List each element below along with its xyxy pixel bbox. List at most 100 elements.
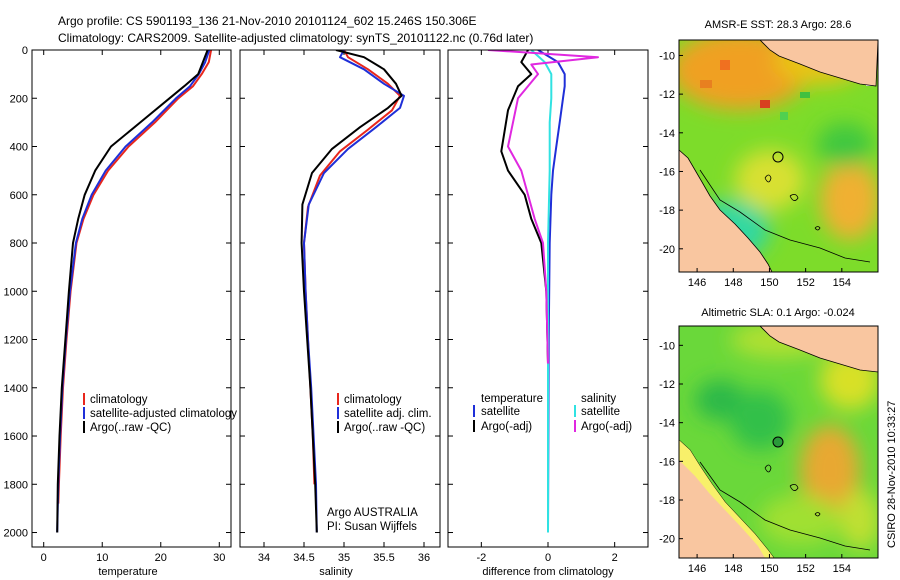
difference-frame: [447, 49, 649, 548]
sal-xtick-label: 36: [418, 552, 430, 564]
difference-panel: -2 0 2 difference from climatology tempera…: [447, 49, 649, 578]
sst-map-panel: AMSR-E SST: 28.3 Argo: 28.6: [659, 19, 879, 289]
difference-legend-temp-satellite: satellite: [481, 406, 520, 418]
temp-ytick-label: 1200: [4, 335, 28, 347]
sst-lon-label: 150: [760, 277, 778, 289]
salinity-panel: 34 34.5 35 35.5 36 salinity climatology sate…: [239, 49, 441, 578]
sst-lon-label: 154: [833, 277, 851, 289]
sst-lat-label: -12: [659, 89, 675, 101]
temp-series-satellite: [56, 50, 211, 533]
temperature-legend-argo: Argo(..raw -QC): [90, 422, 171, 434]
sla-anomaly-blobs: [695, 326, 878, 550]
sla-shelf: [679, 440, 774, 558]
sst-lat-label: -16: [659, 166, 675, 178]
salinity-legend: climatology satellite adj. clim. Argo(..…: [337, 393, 432, 434]
difference-legend-sal-argo: Argo(-adj): [581, 421, 632, 433]
sst-lat-label: -20: [659, 244, 675, 256]
sla-argo-marker: [772, 436, 784, 448]
temperature-series: [56, 50, 213, 533]
sla-map-field: [679, 326, 878, 558]
temp-ytick-label: 400: [10, 142, 28, 154]
figure-title-line1: Argo profile: CS 5901193_136 21-Nov-2010…: [58, 14, 477, 28]
difference-legend-temp-argo: Argo(-adj): [481, 421, 532, 433]
difference-legend-sal-satellite: satellite: [581, 406, 620, 418]
sst-map-title: AMSR-E SST: 28.3 Argo: 28.6: [705, 19, 852, 31]
salinity-legend-climatology: climatology: [344, 394, 402, 406]
temp-ytick-label: 2000: [4, 528, 28, 540]
sst-lat-label: -18: [659, 205, 675, 217]
sst-lon-label: 146: [688, 277, 706, 289]
sla-lon-label: 154: [833, 563, 851, 575]
temp-xtick-label: 20: [155, 552, 167, 564]
sla-coastline-png: [759, 326, 878, 373]
diff-series-temperature-satellite: [537, 50, 566, 533]
temp-ytick-label: 600: [10, 190, 28, 202]
difference-legend-temperature-header: temperature: [481, 393, 543, 405]
salinity-legend-argo: Argo(..raw -QC): [344, 422, 425, 434]
figure-title-line2: Climatology: CARS2009. Satellite-adjuste…: [58, 31, 533, 45]
temp-ytick-label: 0: [22, 45, 28, 57]
temperature-frame: [31, 49, 232, 548]
diff-xtick-label: -2: [476, 552, 486, 564]
temperature-ticks: 0 10 20 30 0 200 400 600 800 1000 1200 1400 1600 1800…: [4, 45, 231, 564]
sal-xtick-label: 35.5: [373, 552, 394, 564]
sla-lat-label: -12: [659, 379, 675, 391]
sla-lat-label: -18: [659, 495, 675, 507]
temp-ytick-label: 800: [10, 238, 28, 250]
temp-ytick-label: 1000: [4, 286, 28, 298]
sla-map-panel: Altimetric SLA: 0.1 Argo: -0.024 146 148 1…: [659, 307, 879, 575]
sal-xtick-label: 34.5: [293, 552, 314, 564]
sst-lon-label: 152: [796, 277, 814, 289]
difference-xlabel: difference from climatology: [482, 566, 614, 578]
diff-series-salinity-satellite: [530, 50, 553, 533]
diff-xtick-label: 0: [545, 552, 551, 564]
sla-lon-label: 150: [760, 563, 778, 575]
temp-xtick-label: 10: [96, 552, 108, 564]
diff-series-temperature-argo-adj-: [500, 50, 549, 364]
difference-legend-salinity-header: salinity: [581, 393, 616, 405]
sal-xtick-label: 34: [258, 552, 270, 564]
sst-lat-label: -10: [659, 50, 675, 62]
sla-map-title: Altimetric SLA: 0.1 Argo: -0.024: [701, 307, 854, 319]
sal-series-satellite: [303, 50, 405, 533]
sal-xtick-label: 35: [338, 552, 350, 564]
sla-lat-label: -16: [659, 456, 675, 468]
temp-ytick-label: 1800: [4, 479, 28, 491]
temp-xtick-label: 30: [213, 552, 225, 564]
sla-lon-label: 146: [688, 563, 706, 575]
temperature-legend-satellite: satellite-adjusted climatology: [90, 408, 237, 420]
temp-ytick-label: 1600: [4, 431, 28, 443]
salinity-legend-satellite: satellite adj. clim.: [344, 408, 432, 420]
temp-ytick-label: 1400: [4, 383, 28, 395]
sla-lon-label: 148: [724, 563, 742, 575]
temp-ytick-label: 200: [10, 93, 28, 105]
sla-lon-label: 152: [796, 563, 814, 575]
salinity-annotation-line1: Argo AUSTRALIA: [327, 507, 418, 519]
sst-lat-label: -14: [659, 128, 675, 140]
sst-argo-marker: [772, 151, 784, 163]
salinity-series: [300, 50, 405, 533]
sal-series-argo: [300, 50, 403, 533]
difference-series: [487, 50, 599, 533]
sla-map-ticks: 146 148 150 152 154 -10 -12 -14 -16 -18 -20: [659, 340, 851, 575]
temperature-panel: 0 10 20 30 0 200 400 600 800 1000 1200 1400 1600 1800…: [4, 45, 238, 578]
temp-series-argo: [56, 50, 209, 533]
salinity-frame: [239, 49, 441, 548]
sst-coastline-png: [759, 40, 878, 87]
sst-map-field: [679, 40, 878, 272]
difference-ticks: -2 0 2: [448, 49, 648, 564]
difference-legend: temperature salinity satellite Argo(-adj…: [473, 393, 632, 433]
temperature-legend-climatology: climatology: [90, 394, 148, 406]
salinity-annotation-line2: PI: Susan Wijffels: [327, 521, 417, 533]
diff-xtick-label: 2: [612, 552, 618, 564]
salinity-xlabel: salinity: [319, 566, 353, 578]
sst-lon-label: 148: [724, 277, 742, 289]
sst-map-ticks: 146 148 150 152 154 -10 -12 -14 -16 -18 -20: [659, 50, 851, 289]
temperature-xlabel: temperature: [98, 566, 157, 578]
sla-lat-label: -10: [659, 340, 675, 352]
sst-coastline-australia: [679, 149, 773, 272]
temp-series-climatology: [57, 50, 213, 504]
temp-xtick-label: 0: [41, 552, 47, 564]
sla-map-frame: [678, 325, 879, 559]
